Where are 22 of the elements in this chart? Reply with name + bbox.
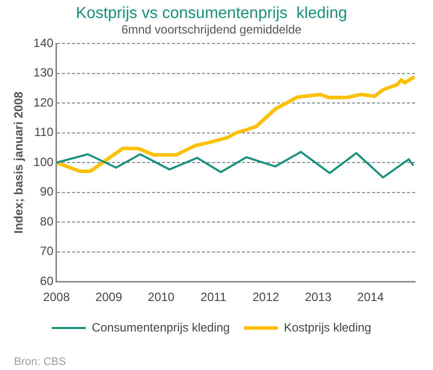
legend-label: Consumentenprijs kleding: [92, 320, 230, 334]
x-tick-label: 2008: [43, 290, 70, 304]
y-tick-label: 120: [33, 95, 54, 110]
x-tick-label: 2010: [148, 290, 175, 304]
y-tick-label: 130: [33, 66, 54, 80]
y-tick-label: 140: [33, 36, 54, 50]
x-tick-label: 2012: [252, 290, 280, 304]
y-tick-label: 80: [40, 214, 54, 228]
y-tick-label: 100: [33, 154, 54, 169]
chart-title: Kostprijs vs consumentenprijs kleding: [76, 5, 348, 22]
x-tick-label: 2014: [357, 290, 384, 304]
chart-subtitle: 6mnd voortschrijdend gemiddelde: [121, 22, 302, 37]
y-tick-label: 110: [34, 125, 54, 140]
x-tick-label: 2009: [95, 290, 122, 304]
legend-label: Kostprijs kleding: [284, 320, 372, 334]
x-tick-label: 2013: [304, 290, 332, 304]
text: Bron: CBS: [14, 356, 66, 368]
y-tick-label: 70: [40, 244, 54, 258]
y-tick-label: 60: [40, 274, 54, 288]
y-axis-title: Index; basis januari 2008: [12, 91, 26, 234]
y-tick-label: 90: [40, 184, 54, 199]
x-tick-label: 2011: [200, 290, 227, 304]
